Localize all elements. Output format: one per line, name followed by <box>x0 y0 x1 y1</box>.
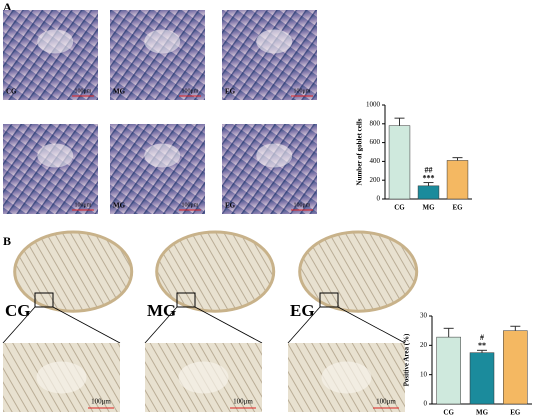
bar <box>436 336 461 405</box>
histology-image <box>222 10 317 100</box>
y-tick-label: 10 <box>420 370 428 378</box>
zoom-line <box>337 306 406 344</box>
x-tick-label: MG <box>422 204 435 212</box>
zoom-line <box>194 306 263 344</box>
panel-label: A <box>3 0 12 14</box>
zoom-box <box>176 292 196 308</box>
tissue-lumen <box>37 143 74 168</box>
x-tick-label: MG <box>476 409 489 417</box>
scale-label: 100μm <box>294 88 311 94</box>
zoom-line <box>2 306 36 344</box>
significance-mark: *** <box>423 173 435 182</box>
zoom-line <box>287 306 321 344</box>
group-label: EG <box>225 88 236 96</box>
zoom-gland <box>321 361 372 394</box>
bar <box>388 125 411 200</box>
scale-label: 100μm <box>91 398 111 406</box>
zoom-gland <box>178 361 229 394</box>
bar <box>446 160 469 200</box>
significance-mark: # <box>480 333 484 342</box>
histology-image <box>110 124 205 214</box>
y-tick-label: 400 <box>370 157 381 165</box>
panel-label: B <box>3 234 11 248</box>
group-label: CG <box>6 88 17 96</box>
scale-label: 100μm <box>182 202 199 208</box>
y-tick-label: 1000 <box>366 101 381 109</box>
histology-image <box>110 10 205 100</box>
zoom-line <box>144 306 178 344</box>
tissue-section <box>298 230 419 313</box>
y-tick-label: 0 <box>377 195 381 203</box>
scale-label: 100μm <box>233 398 253 406</box>
zoom-line <box>52 306 121 344</box>
tissue-section <box>13 230 134 313</box>
tissue-lumen <box>256 143 293 168</box>
significance-mark: ## <box>425 165 433 174</box>
group-label: EG <box>290 301 315 320</box>
scale-label: 100μm <box>376 398 396 406</box>
tissue-lumen <box>37 29 74 54</box>
x-tick-label: EG <box>510 409 521 417</box>
tissue-lumen <box>144 143 181 168</box>
x-tick-label: EG <box>452 204 463 212</box>
group-label: MG <box>113 202 126 210</box>
scale-label: 100μm <box>75 202 92 208</box>
group-label: CG <box>5 301 31 320</box>
y-axis-label: Positive Area (%) <box>403 333 411 386</box>
y-tick-label: 600 <box>370 138 381 146</box>
tissue-section <box>155 230 276 313</box>
histology-image <box>3 10 98 100</box>
scale-label: 100μm <box>75 88 92 94</box>
y-tick-label: 200 <box>370 176 381 184</box>
x-tick-label: CG <box>443 409 454 417</box>
significance-mark: ** <box>478 341 486 350</box>
zoom-gland <box>36 361 87 394</box>
bar <box>469 352 495 405</box>
y-tick-label: 20 <box>420 341 428 349</box>
y-tick-label: 30 <box>420 312 428 320</box>
scale-label: 100μm <box>182 88 199 94</box>
bar <box>503 330 528 405</box>
tissue-lumen <box>256 29 293 54</box>
group-label: MG <box>147 301 176 320</box>
scale-label: 100μm <box>294 202 311 208</box>
zoom-box <box>34 292 54 308</box>
bar <box>417 185 440 200</box>
x-tick-label: CG <box>394 204 405 212</box>
group-label: MG <box>113 88 126 96</box>
histology-image <box>3 124 98 214</box>
histology-image <box>222 124 317 214</box>
tissue-lumen <box>144 29 181 54</box>
y-tick-label: 0 <box>424 400 428 408</box>
zoom-box <box>319 292 339 308</box>
y-tick-label: 800 <box>370 119 381 127</box>
group-label: EG <box>225 202 236 210</box>
y-axis-label: Number of goblet cells <box>356 118 364 185</box>
